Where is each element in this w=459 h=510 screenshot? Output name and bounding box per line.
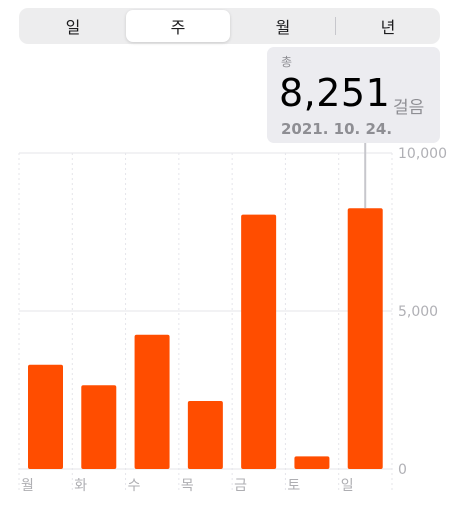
callout-label: 총 xyxy=(281,55,293,69)
bar-5 xyxy=(294,456,330,469)
bar-6 xyxy=(347,208,383,469)
x-tick-label: 목 xyxy=(181,478,194,494)
bar-1 xyxy=(81,385,117,469)
period-segmented-control: 일 주 월 년 xyxy=(19,8,440,44)
x-tick-label: 화 xyxy=(74,478,87,494)
tab-week[interactable]: 주 xyxy=(126,10,230,42)
tab-month[interactable]: 월 xyxy=(275,18,291,37)
x-tick-label: 일 xyxy=(341,478,354,494)
tab-year[interactable]: 년 xyxy=(380,18,396,37)
x-tick-label: 수 xyxy=(128,478,141,494)
y-tick-label: 10,000 xyxy=(398,146,447,162)
x-tick-label: 토 xyxy=(287,478,300,494)
tab-day[interactable]: 일 xyxy=(65,18,81,37)
x-tick-label: 금 xyxy=(234,478,247,494)
bar-2 xyxy=(134,334,170,469)
callout-value: 8,251 xyxy=(279,71,391,115)
callout-date: 2021. 10. 24. xyxy=(281,120,393,138)
callout-unit: 걸음 xyxy=(393,98,425,118)
x-tick-label: 월 xyxy=(21,478,34,494)
segment-divider xyxy=(335,17,336,35)
y-tick-label: 5,000 xyxy=(398,304,438,320)
bar-0 xyxy=(28,364,63,469)
y-tick-label: 0 xyxy=(398,462,407,478)
selection-callout: 총 8,251 걸음 2021. 10. 24. xyxy=(267,47,440,143)
bar-3 xyxy=(187,401,223,469)
bar-4 xyxy=(241,214,277,469)
